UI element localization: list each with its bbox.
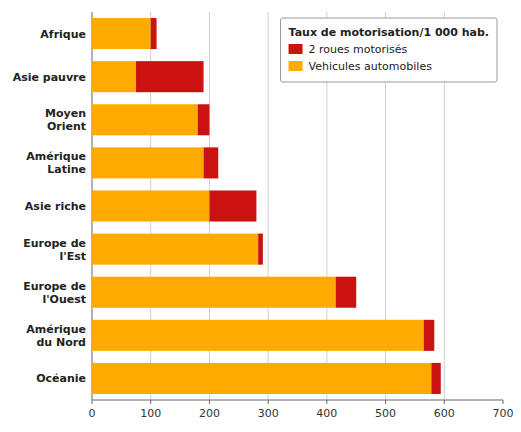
category-label-line: Latine (47, 163, 86, 176)
legend-label: 2 roues motorisés (309, 43, 408, 56)
tick-label: 200 (199, 407, 220, 420)
category-label-line: Asie riche (25, 200, 86, 213)
legend-box (281, 18, 497, 82)
tick-label: 0 (89, 407, 96, 420)
bar (136, 61, 204, 92)
bar (92, 277, 336, 308)
tick-label: 600 (434, 407, 455, 420)
category-label: Asie pauvre (13, 71, 86, 84)
legend-swatch (289, 61, 303, 71)
category-label: AmériqueLatine (26, 150, 86, 176)
tick-mark (326, 400, 327, 404)
category-label-line: Amérique (26, 323, 86, 336)
bar (209, 190, 256, 221)
bar (198, 104, 210, 135)
bar (431, 363, 440, 394)
tick-mark (268, 400, 269, 404)
category-label: Amériquedu Nord (26, 323, 86, 349)
bar (92, 61, 136, 92)
bar (336, 277, 357, 308)
bar (424, 320, 435, 351)
bar (92, 18, 151, 49)
bar (92, 147, 204, 178)
x-axis-line (92, 400, 503, 401)
bar (92, 363, 431, 394)
category-label-line: Asie pauvre (13, 71, 86, 84)
bar (204, 147, 219, 178)
category-label-line: Europe de (23, 280, 86, 293)
category-label-line: Orient (47, 120, 86, 133)
chart-svg: 0 100 200 300 400 500 600 700 Afrique Asie pauvre… (0, 0, 521, 432)
tick-mark (150, 400, 151, 404)
tick-mark (503, 400, 504, 404)
category-label-line: l'Est (60, 250, 86, 263)
tick-label: 500 (375, 407, 396, 420)
category-label-line: Océanie (36, 372, 86, 385)
tick-mark (444, 400, 445, 404)
y-axis: AfriqueAsie pauvreMoyenOrientAmériqueLat… (13, 28, 86, 386)
category-label-line: Amérique (26, 150, 86, 163)
category-label-line: Moyen (45, 107, 86, 120)
category-label: Europe del'Est (23, 237, 86, 263)
tick-label: 400 (316, 407, 337, 420)
bar (258, 234, 263, 265)
category-label: MoyenOrient (45, 107, 86, 133)
bar (92, 104, 198, 135)
bar (92, 234, 258, 265)
legend: Taux de motorisation/1 000 hab. 2 roues m… (281, 18, 497, 82)
category-label: Asie riche (25, 200, 86, 213)
tick-label: 700 (493, 407, 514, 420)
chart-container: 0 100 200 300 400 500 600 700 Afrique Asie pauvre… (0, 0, 521, 432)
bar (151, 18, 157, 49)
category-label: Europe del'Ouest (23, 280, 86, 306)
category-label-line: Europe de (23, 237, 86, 250)
category-label: Afrique (40, 28, 86, 41)
tick-mark (385, 400, 386, 404)
legend-swatch (289, 44, 303, 54)
category-label-line: Afrique (40, 28, 86, 41)
tick-mark (209, 400, 210, 404)
category-label: Océanie (36, 372, 86, 385)
bar (92, 320, 424, 351)
category-label-line: l'Ouest (42, 293, 86, 306)
tick-mark (92, 400, 93, 404)
tick-label: 300 (258, 407, 279, 420)
tick-label: 100 (140, 407, 161, 420)
x-axis: 0 100 200 300 400 500 600 700 (89, 12, 514, 420)
category-label-line: du Nord (36, 336, 86, 349)
legend-label: Vehicules automobiles (309, 60, 433, 73)
legend-title: Taux de motorisation/1 000 hab. (289, 26, 489, 39)
bar (92, 190, 209, 221)
